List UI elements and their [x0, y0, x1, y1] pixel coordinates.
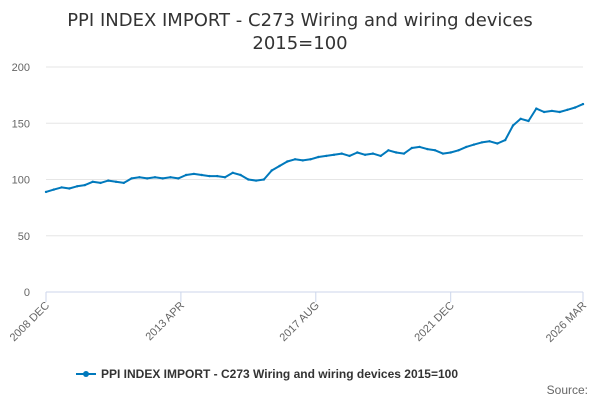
- data-point[interactable]: [309, 158, 312, 161]
- data-point[interactable]: [527, 119, 530, 123]
- data-point[interactable]: [511, 124, 515, 127]
- data-point[interactable]: [99, 181, 102, 185]
- y-tick-label: 0: [24, 287, 30, 299]
- data-point[interactable]: [107, 179, 110, 182]
- data-point[interactable]: [247, 178, 250, 181]
- data-point[interactable]: [581, 102, 585, 106]
- chart-subtitle: 2015=100: [252, 33, 347, 54]
- data-point[interactable]: [457, 149, 460, 152]
- data-point[interactable]: [122, 181, 126, 185]
- data-point[interactable]: [418, 145, 421, 149]
- data-point[interactable]: [286, 160, 289, 163]
- data-point[interactable]: [223, 176, 227, 179]
- data-point[interactable]: [130, 177, 133, 180]
- legend-label[interactable]: PPI INDEX IMPORT - C273 Wiring and wirin…: [101, 367, 458, 381]
- data-point[interactable]: [332, 153, 336, 156]
- data-point[interactable]: [488, 140, 491, 143]
- data-point[interactable]: [348, 154, 351, 158]
- data-point[interactable]: [239, 173, 242, 177]
- x-tick-label: 2013 APR: [143, 300, 187, 344]
- x-axis: 2008 DEC 2013 APR 2017 AUG 2021 DEC 2026 MAR: [8, 291, 589, 345]
- data-point[interactable]: [426, 147, 429, 151]
- grid-lines: [46, 66, 583, 293]
- data-point[interactable]: [356, 151, 359, 154]
- y-tick-label: 200: [12, 62, 30, 74]
- data-point[interactable]: [558, 110, 561, 114]
- data-point[interactable]: [216, 174, 219, 178]
- data-point[interactable]: [340, 152, 343, 155]
- data-point[interactable]: [278, 164, 281, 168]
- data-point[interactable]: [153, 176, 157, 179]
- data-point[interactable]: [301, 159, 304, 162]
- data-point[interactable]: [465, 145, 468, 149]
- y-tick-label: 50: [18, 231, 30, 243]
- data-point[interactable]: [371, 152, 375, 155]
- data-point[interactable]: [270, 169, 273, 172]
- y-axis-ticks: 0 50 100 150 200: [12, 62, 30, 299]
- data-point[interactable]: [177, 177, 180, 180]
- data-point[interactable]: [75, 185, 79, 188]
- y-tick-label: 100: [12, 175, 30, 187]
- data-point[interactable]: [441, 152, 445, 155]
- data-point[interactable]: [574, 106, 577, 109]
- data-point[interactable]: [138, 176, 141, 179]
- data-point[interactable]: [293, 158, 297, 161]
- data-point[interactable]: [504, 138, 507, 142]
- data-point[interactable]: [91, 180, 94, 183]
- data-point[interactable]: [379, 154, 382, 158]
- data-point[interactable]: [161, 177, 164, 180]
- source-credit: Source:: [547, 383, 588, 397]
- series-line[interactable]: [45, 103, 584, 193]
- data-point[interactable]: [363, 153, 367, 156]
- data-point[interactable]: [146, 177, 149, 180]
- legend-marker-icon: [83, 371, 89, 377]
- data-point[interactable]: [496, 142, 499, 145]
- data-point[interactable]: [83, 183, 87, 187]
- data-point[interactable]: [262, 178, 266, 181]
- data-point[interactable]: [169, 176, 172, 179]
- data-point[interactable]: [68, 187, 71, 190]
- x-tick-label: 2017 AUG: [278, 300, 322, 344]
- data-point[interactable]: [402, 152, 406, 155]
- chart-title: PPI INDEX IMPORT - C273 Wiring and wirin…: [67, 10, 533, 31]
- data-point[interactable]: [542, 110, 546, 114]
- data-point[interactable]: [231, 171, 234, 174]
- y-tick-label: 150: [12, 118, 30, 130]
- data-point[interactable]: [472, 143, 476, 146]
- data-point[interactable]: [52, 188, 55, 191]
- data-point[interactable]: [325, 154, 328, 158]
- data-point[interactable]: [519, 117, 522, 121]
- data-point[interactable]: [208, 174, 211, 178]
- x-tick-label: 2008 DEC: [8, 300, 52, 344]
- data-point[interactable]: [410, 146, 413, 150]
- x-tick-label: 2021 DEC: [412, 300, 456, 344]
- data-point[interactable]: [44, 190, 48, 194]
- series-group: [44, 102, 585, 194]
- data-point[interactable]: [480, 141, 483, 144]
- data-point[interactable]: [192, 172, 196, 176]
- legend[interactable]: PPI INDEX IMPORT - C273 Wiring and wirin…: [76, 367, 458, 381]
- data-point[interactable]: [395, 151, 398, 154]
- data-point[interactable]: [114, 180, 118, 183]
- data-point[interactable]: [184, 173, 188, 177]
- data-point[interactable]: [449, 151, 452, 154]
- data-point[interactable]: [535, 107, 538, 110]
- data-point[interactable]: [200, 173, 203, 177]
- data-point[interactable]: [387, 149, 390, 152]
- data-point[interactable]: [254, 179, 258, 182]
- x-tick-label: 2026 MAR: [544, 300, 589, 345]
- data-point[interactable]: [317, 155, 320, 159]
- data-point[interactable]: [566, 108, 569, 112]
- data-point[interactable]: [550, 109, 554, 113]
- data-point[interactable]: [433, 149, 437, 152]
- data-point[interactable]: [60, 186, 63, 189]
